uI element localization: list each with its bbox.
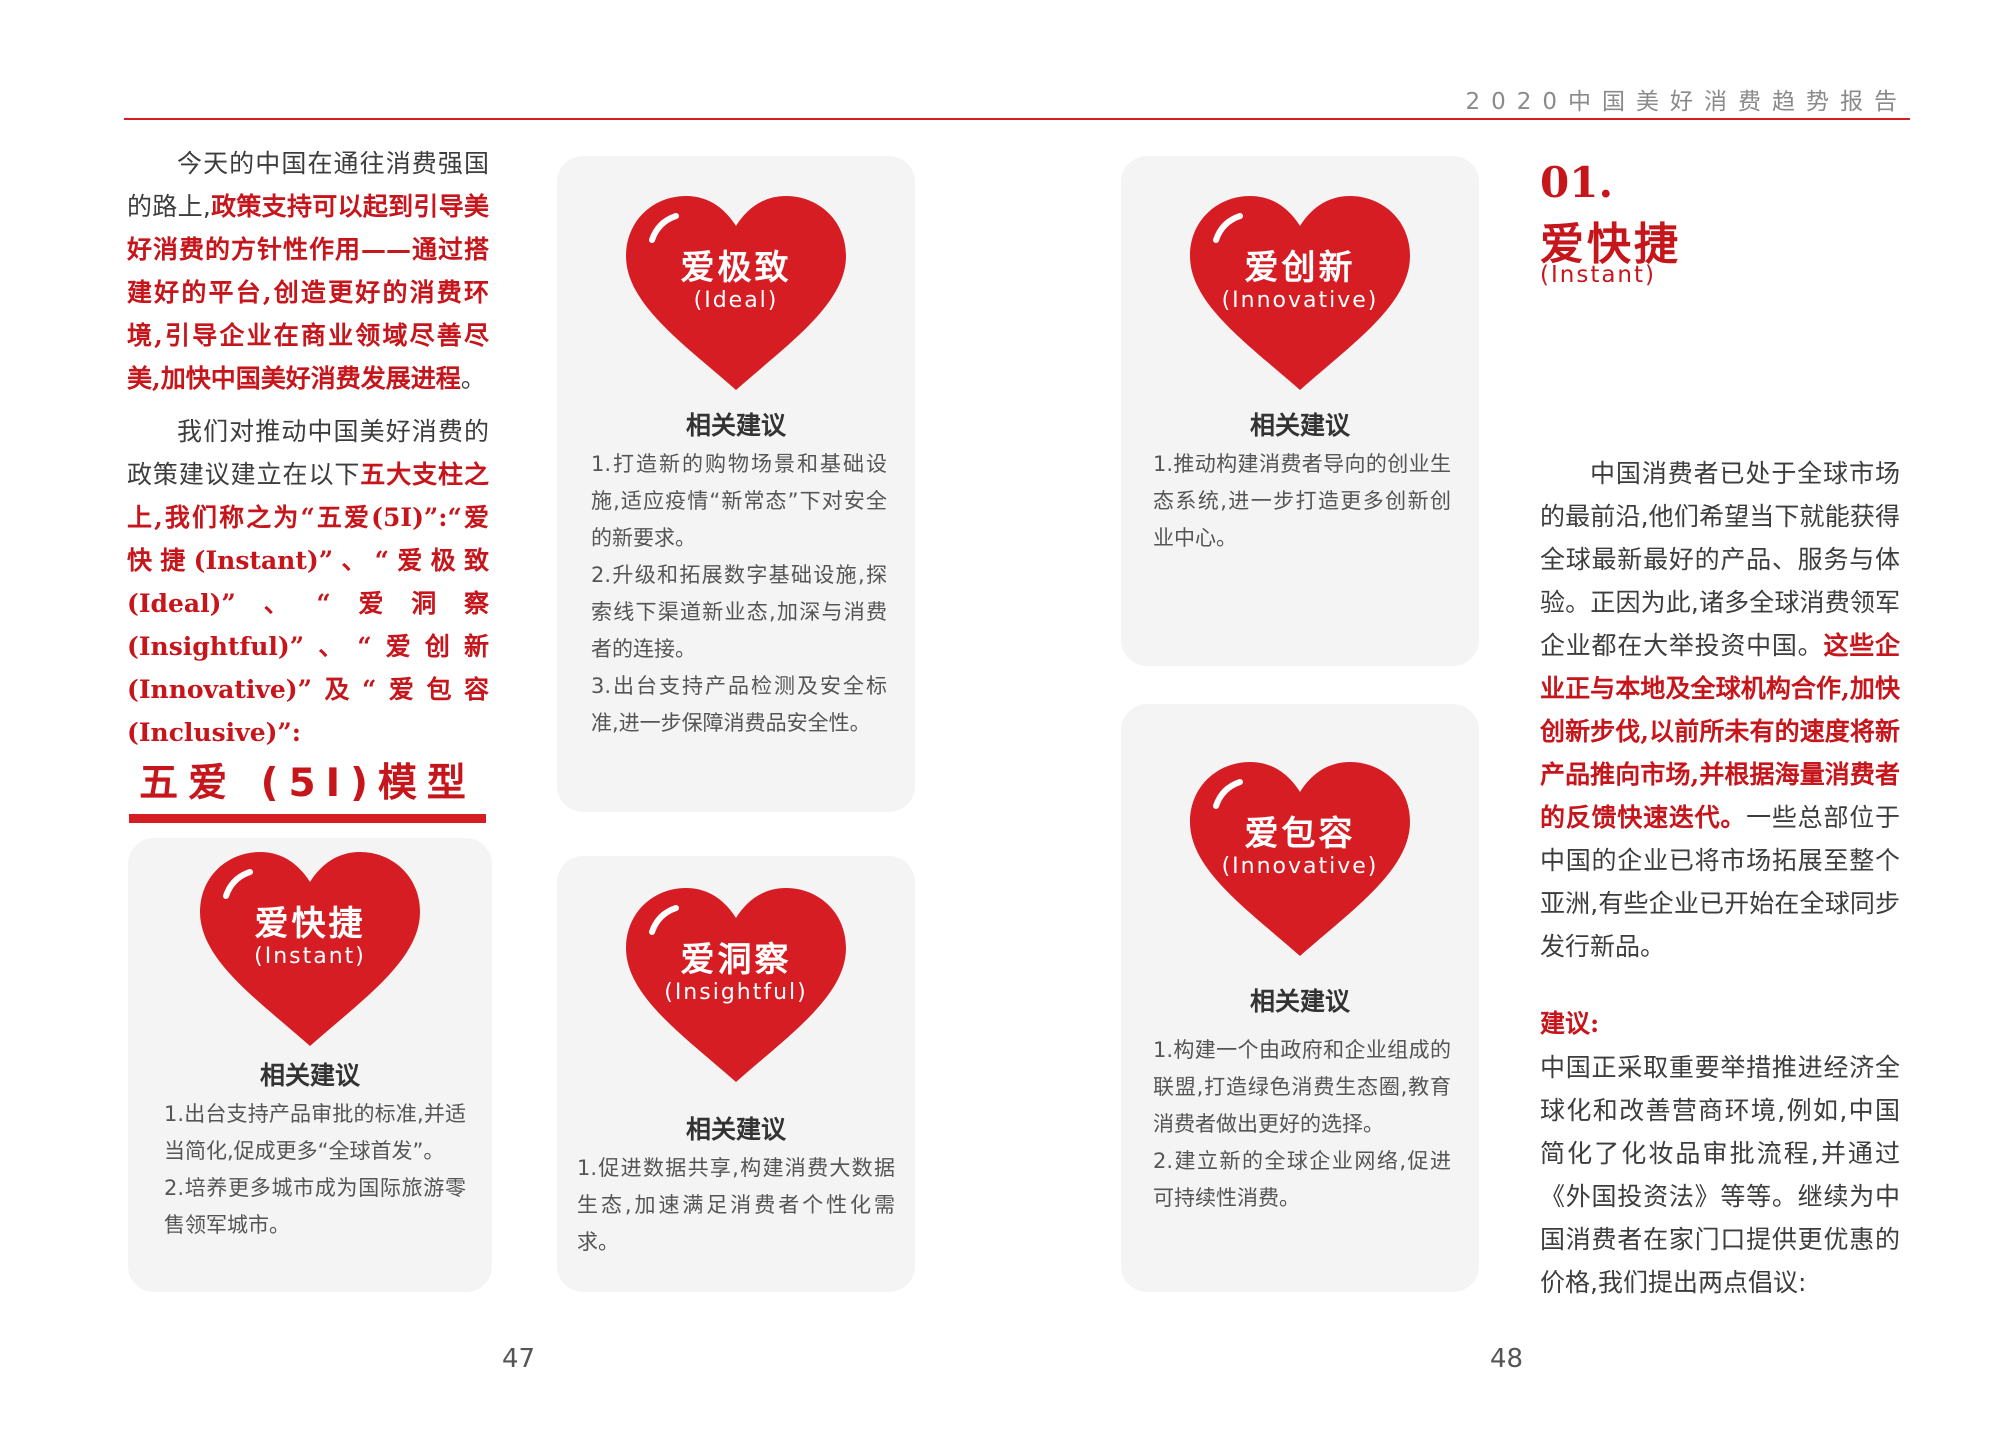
card-subtitle: 相关建议 <box>1249 987 1350 1016</box>
heart-name: 爱包容 <box>1244 814 1356 854</box>
suggestion-paragraph: 中国正采取重要举措推进经济全球化和改善营商环境,例如,中国简化了化妆品审批流程,… <box>1540 1046 1900 1304</box>
heart-name: 爱极致 <box>680 248 792 288</box>
heart-icon <box>626 196 846 390</box>
card-subtitle: 相关建议 <box>685 411 786 440</box>
list-item: 1.打造新的购物场景和基础设施,适应疫情“新常态”下对安全的新要求。 <box>591 452 887 550</box>
card-inclusive: 爱包容 (Innovative) 相关建议 1.构建一个由政府和企业组成的联盟,… <box>1121 704 1479 1292</box>
list-item: 2.培养更多城市成为国际旅游零售领军城市。 <box>164 1176 466 1237</box>
list-item: 2.建立新的全球企业网络,促进可持续性消费。 <box>1153 1149 1451 1210</box>
list-item: 2.升级和拓展数字基础设施,探索线下渠道新业态,加深与消费者的连接。 <box>591 563 887 661</box>
heart-name: 爱快捷 <box>254 904 366 944</box>
report-header-title: 2020中国美好消费趋势报告 <box>1465 89 1908 115</box>
heart-icon <box>200 852 420 1046</box>
heart-en: (Innovative) <box>1221 288 1379 313</box>
card-body: 1.出台支持产品审批的标准,并适当简化,促成更多“全球首发”。 2.培养更多城市… <box>164 1096 466 1244</box>
card-insightful: 爱洞察 (Insightful) 相关建议 1.促进数据共享,构建消费大数据生态… <box>557 856 915 1292</box>
section-paragraph-text: 中国消费者已处于全球市场的最前沿,他们希望当下就能获得全球最新最好的产品、服务与… <box>1540 459 1900 961</box>
section-title: 爱快捷 <box>1540 219 1681 270</box>
section-paragraph: 中国消费者已处于全球市场的最前沿,他们希望当下就能获得全球最新最好的产品、服务与… <box>1540 452 1900 968</box>
heart-icon <box>1190 196 1410 390</box>
card-subtitle: 相关建议 <box>259 1061 360 1090</box>
list-item: 1.出台支持产品审批的标准,并适当简化,促成更多“全球首发”。 <box>164 1102 466 1163</box>
heart-badge-innovative: 爱创新 (Innovative) <box>1188 194 1412 394</box>
list-item: 3.出台支持产品检测及安全标准,进一步保障消费品安全性。 <box>591 674 887 735</box>
heart-en: (Ideal) <box>693 288 779 313</box>
page-number-right: 48 <box>1490 1344 1524 1374</box>
heart-en: (Innovative) <box>1221 854 1379 879</box>
card-instant: 爱快捷 (Instant) 相关建议 1.出台支持产品审批的标准,并适当简化,促… <box>128 838 492 1292</box>
intro-paragraph-1: 今天的中国在通往消费强国的路上,政策支持可以起到引导美好消费的方针性作用——通过… <box>127 149 489 393</box>
section-number: 01. <box>1540 158 1614 207</box>
list-item: 1.推动构建消费者导向的创业生态系统,进一步打造更多创新创业中心。 <box>1153 452 1451 550</box>
section-en-title: (Instant) <box>1540 262 1656 288</box>
heart-name: 爱洞察 <box>680 940 792 980</box>
header-divider <box>124 118 1910 120</box>
card-body: 1.打造新的购物场景和基础设施,适应疫情“新常态”下对安全的新要求。 2.升级和… <box>591 446 887 742</box>
card-subtitle: 相关建议 <box>1249 411 1350 440</box>
heart-badge-instant: 爱快捷 (Instant) <box>198 850 422 1050</box>
card-body: 1.构建一个由政府和企业组成的联盟,打造绿色消费生态圈,教育消费者做出更好的选择… <box>1153 1032 1451 1217</box>
intro-paragraph-2: 我们对推动中国美好消费的政策建议建立在以下五大支柱之上,我们称之为“五爱(5I)… <box>127 417 489 747</box>
model-title-underline <box>129 814 486 823</box>
intro-text: 今天的中国在通往消费强国的路上,政策支持可以起到引导美好消费的方针性作用——通过… <box>127 142 489 754</box>
card-body: 1.促进数据共享,构建消费大数据生态,加速满足消费者个性化需求。 <box>577 1150 895 1261</box>
suggestion-label: 建议: <box>1540 1009 1600 1038</box>
heart-icon <box>626 888 846 1082</box>
list-item: 1.构建一个由政府和企业组成的联盟,打造绿色消费生态圈,教育消费者做出更好的选择… <box>1153 1038 1451 1136</box>
heart-badge-inclusive: 爱包容 (Innovative) <box>1188 760 1412 960</box>
heart-icon <box>1190 762 1410 956</box>
card-body: 1.推动构建消费者导向的创业生态系统,进一步打造更多创新创业中心。 <box>1153 446 1451 557</box>
page-number-left: 47 <box>502 1344 536 1374</box>
list-item: 1.促进数据共享,构建消费大数据生态,加速满足消费者个性化需求。 <box>577 1156 895 1254</box>
heart-name: 爱创新 <box>1244 248 1356 288</box>
suggestion-text: 中国正采取重要举措推进经济全球化和改善营商环境,例如,中国简化了化妆品审批流程,… <box>1540 1053 1900 1297</box>
heart-badge-ideal: 爱极致 (Ideal) <box>624 194 848 394</box>
heart-badge-insightful: 爱洞察 (Insightful) <box>624 886 848 1086</box>
heart-en: (Instant) <box>254 944 366 969</box>
heart-en: (Insightful) <box>664 980 808 1005</box>
model-title: 五爱 (5I)模型 <box>139 761 476 806</box>
card-ideal: 爱极致 (Ideal) 相关建议 1.打造新的购物场景和基础设施,适应疫情“新常… <box>557 156 915 812</box>
card-subtitle: 相关建议 <box>685 1115 786 1144</box>
card-innovative: 爱创新 (Innovative) 相关建议 1.推动构建消费者导向的创业生态系统… <box>1121 156 1479 666</box>
